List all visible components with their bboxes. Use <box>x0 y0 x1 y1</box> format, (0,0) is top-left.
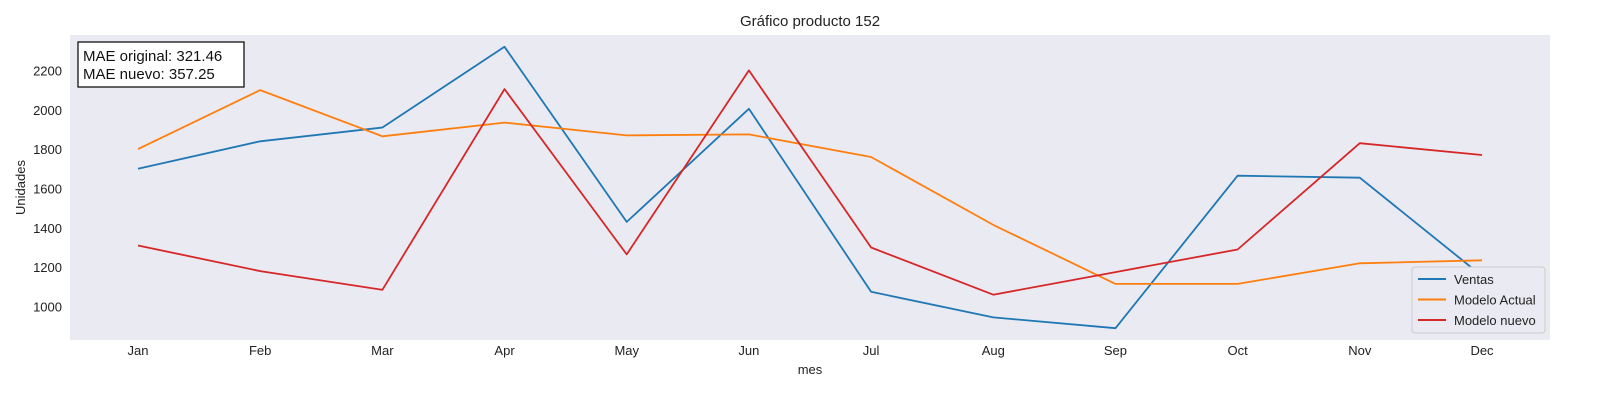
series-line-modelo-nuevo <box>137 69 1483 296</box>
x-tick-label: May <box>614 343 639 358</box>
x-tick-label: Mar <box>371 343 394 358</box>
x-tick-label: Nov <box>1348 343 1372 358</box>
y-tick-label: 1600 <box>33 181 62 196</box>
x-tick-label: Jun <box>738 343 759 358</box>
mae-original-text: MAE original: 321.46 <box>83 48 222 65</box>
series-line-modelo-actual <box>137 89 1483 285</box>
plot-area <box>70 35 1550 340</box>
y-tick-label: 2200 <box>33 63 62 78</box>
mae-annotation-box <box>77 41 245 88</box>
series-lines <box>137 45 1483 330</box>
x-tick-label: Dec <box>1470 343 1494 358</box>
x-tick-label: Oct <box>1228 343 1249 358</box>
y-tick-label: 1800 <box>33 142 62 157</box>
x-tick-label: Jan <box>128 343 149 358</box>
y-tick-label: 1200 <box>33 260 62 275</box>
legend-label: Ventas <box>1454 272 1494 287</box>
chart-title: Gráfico producto 152 <box>740 13 880 30</box>
y-tick-label: 1400 <box>33 221 62 236</box>
x-tick-labels: Jan Feb Mar Apr May Jun Jul Aug Sep Oct Nov Dec <box>128 343 1495 358</box>
y-tick-label: 2000 <box>33 103 62 118</box>
legend-box <box>1411 266 1546 334</box>
y-tick-label: 1000 <box>33 300 62 315</box>
series-line-ventas <box>137 45 1483 330</box>
x-axis-label: mes <box>798 362 823 377</box>
x-tick-label: Aug <box>982 343 1005 358</box>
legend: Ventas Modelo Actual Modelo nuevo <box>1411 266 1546 334</box>
x-tick-label: Feb <box>249 343 271 358</box>
legend-label: Modelo Actual <box>1454 293 1536 308</box>
mae-annotation: MAE original: 321.46 MAE nuevo: 357.25 <box>77 41 245 88</box>
mae-nuevo-text: MAE nuevo: 357.25 <box>83 66 215 83</box>
x-tick-label: Jul <box>863 343 880 358</box>
x-tick-label: Sep <box>1104 343 1127 358</box>
y-axis-label: Unidades <box>13 160 28 215</box>
y-tick-labels: 1000 1200 1400 1600 1800 2000 2200 <box>33 63 62 314</box>
legend-label: Modelo nuevo <box>1454 313 1536 328</box>
x-tick-label: Apr <box>494 343 515 358</box>
